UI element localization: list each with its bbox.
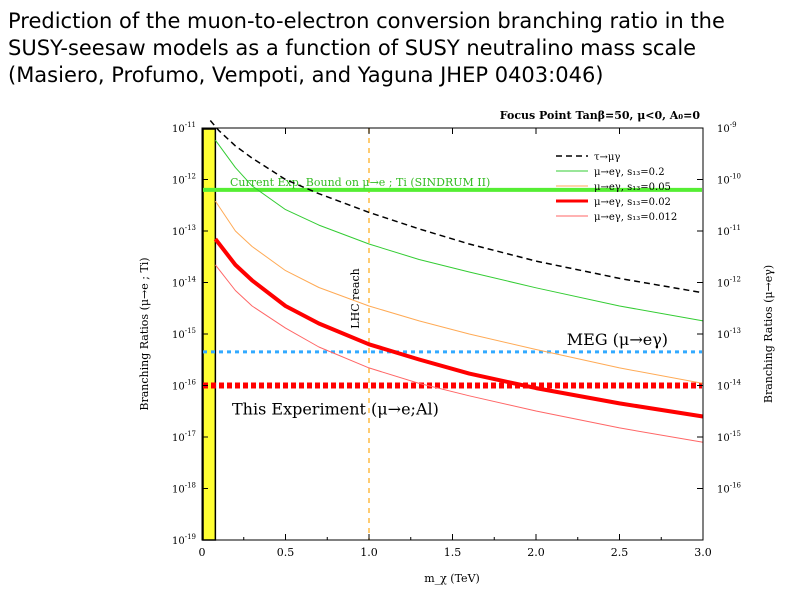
y-left-tick-label: 10-11 <box>172 121 196 135</box>
mu-e-gamma-s13-0.012-curve <box>215 264 704 443</box>
y-left-tick-label: 10-13 <box>172 224 196 238</box>
mu-e-gamma-s13-0.02-curve <box>213 237 704 419</box>
y-right-tick-label: 10-13 <box>717 327 741 341</box>
slide-title-line-3: (Masiero, Profumo, Vempoti, and Yaguna J… <box>8 63 604 87</box>
lhc-reach-label: LHC reach <box>349 268 362 328</box>
x-tick-label: 2.0 <box>527 546 545 559</box>
y-right-tick-label: 10-10 <box>717 173 741 187</box>
y-right-tick-label: 10-11 <box>717 224 741 238</box>
this-experiment-label: This Experiment (μ→e;Al) <box>232 400 439 419</box>
x-axis-label: m_χ (TeV) <box>424 572 480 585</box>
y-left-tick-label: 10-16 <box>172 379 197 393</box>
y-left-tick-label: 10-15 <box>172 327 196 341</box>
legend-label: τ→μγ <box>594 152 620 163</box>
mu-e-gamma-s13-0.05-curve <box>214 200 704 384</box>
legend-label: μ→eγ, s₁₃=0.05 <box>594 182 671 193</box>
x-tick-label: 1.0 <box>360 546 378 559</box>
x-tick-label: 2.5 <box>611 546 629 559</box>
y-left-tick-label: 10-12 <box>172 173 196 187</box>
tau-mu-gamma-curve <box>209 120 704 294</box>
x-tick-label: 3.0 <box>694 546 712 559</box>
y-left-tick-label: 10-14 <box>172 276 197 290</box>
x-tick-label: 0 <box>199 546 206 559</box>
y-left-tick-label: 10-18 <box>172 482 196 496</box>
y-left-tick-label: 10-17 <box>172 430 196 444</box>
y-right-tick-label: 10-15 <box>717 430 741 444</box>
y-right-tick-label: 10-12 <box>717 276 741 290</box>
legend-label: μ→eγ, s₁₃=0.012 <box>594 212 677 223</box>
slide-title: Prediction of the muon-to-electron conve… <box>8 8 792 89</box>
x-tick-label: 0.5 <box>277 546 295 559</box>
y-axis-right-label: Branching Ratios (μ→eγ) <box>762 265 775 403</box>
slide-title-line-1: Prediction of the muon-to-electron conve… <box>8 9 725 33</box>
legend-label: μ→eγ, s₁₃=0.2 <box>594 167 665 178</box>
x-tick-label: 1.5 <box>444 546 462 559</box>
meg-label: MEG (μ→eγ) <box>567 330 668 349</box>
y-left-tick-label: 10-19 <box>172 533 196 547</box>
slide-title-line-2: SUSY-seesaw models as a function of SUSY… <box>8 36 697 60</box>
legend-label: μ→eγ, s₁₃=0.02 <box>594 197 671 208</box>
y-right-tick-label: 10-14 <box>717 379 742 393</box>
sindrum-bound-label: Current Exp. Bound on μ→e ; Ti (SINDRUM … <box>230 176 490 189</box>
y-right-tick-label: 10-16 <box>717 482 742 496</box>
chart-title: Focus Point Tanβ=50, μ<0, A₀=0 <box>500 109 701 122</box>
mu-e-gamma-s13-0.2-curve <box>214 139 704 322</box>
y-right-tick-label: 10-9 <box>717 121 737 135</box>
y-axis-left-label: Branching Ratios (μ→e ; Ti) <box>138 257 151 410</box>
